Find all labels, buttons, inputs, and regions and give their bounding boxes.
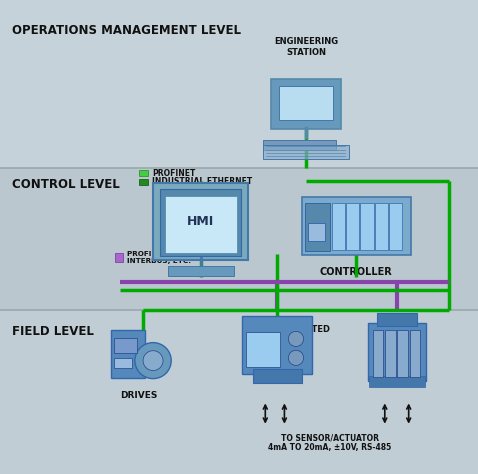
Bar [139, 170, 148, 176]
Bar [0, 0, 478, 168]
Text: INDUSTRIAL ETHERNET: INDUSTRIAL ETHERNET [152, 177, 252, 186]
FancyBboxPatch shape [263, 140, 336, 150]
FancyBboxPatch shape [373, 330, 383, 377]
Text: FIELD LEVEL: FIELD LEVEL [12, 325, 94, 338]
FancyBboxPatch shape [360, 203, 374, 250]
FancyBboxPatch shape [111, 330, 145, 378]
Circle shape [288, 331, 304, 346]
FancyBboxPatch shape [308, 223, 325, 241]
Text: OPERATIONS MANAGEMENT LEVEL: OPERATIONS MANAGEMENT LEVEL [12, 24, 241, 37]
Text: ENGINEERING
STATION: ENGINEERING STATION [274, 37, 338, 57]
FancyBboxPatch shape [279, 86, 333, 120]
FancyBboxPatch shape [385, 330, 396, 377]
Circle shape [143, 351, 163, 371]
Text: HMI: HMI [187, 215, 215, 228]
Text: DISTRIBUTED
I/O: DISTRIBUTED I/O [267, 325, 330, 344]
FancyBboxPatch shape [246, 332, 280, 367]
FancyBboxPatch shape [168, 266, 233, 276]
FancyBboxPatch shape [271, 79, 341, 129]
Bar [0, 168, 478, 310]
Circle shape [288, 350, 304, 365]
Text: PROFINET: PROFINET [152, 169, 196, 177]
Text: CONTROL LEVEL: CONTROL LEVEL [12, 178, 120, 191]
Text: CONTROLLER: CONTROLLER [320, 266, 392, 277]
FancyBboxPatch shape [114, 338, 137, 353]
FancyBboxPatch shape [160, 189, 241, 256]
FancyBboxPatch shape [263, 145, 349, 159]
Bar [115, 253, 123, 262]
Circle shape [135, 343, 171, 379]
FancyBboxPatch shape [410, 330, 421, 377]
FancyBboxPatch shape [302, 197, 411, 255]
Text: DRIVES: DRIVES [120, 392, 157, 400]
Text: PROFIBUS, MODBUS,
INTERBUS, ETC.: PROFIBUS, MODBUS, INTERBUS, ETC. [127, 251, 211, 264]
FancyBboxPatch shape [389, 203, 402, 250]
FancyBboxPatch shape [165, 196, 237, 253]
Bar [0, 310, 478, 474]
FancyBboxPatch shape [153, 183, 248, 260]
FancyBboxPatch shape [375, 203, 388, 250]
FancyBboxPatch shape [253, 369, 302, 383]
FancyBboxPatch shape [397, 330, 408, 377]
Text: TO SENSOR/ACTUATOR: TO SENSOR/ACTUATOR [281, 434, 379, 443]
Text: 4mA TO 20mA, ±10V, RS-485: 4mA TO 20mA, ±10V, RS-485 [268, 444, 391, 452]
FancyBboxPatch shape [377, 313, 417, 326]
FancyBboxPatch shape [305, 203, 330, 251]
FancyBboxPatch shape [369, 376, 424, 387]
FancyBboxPatch shape [346, 203, 359, 250]
Bar [139, 179, 148, 185]
FancyBboxPatch shape [368, 323, 425, 381]
FancyBboxPatch shape [242, 316, 312, 374]
FancyBboxPatch shape [332, 203, 345, 250]
FancyBboxPatch shape [114, 358, 132, 368]
